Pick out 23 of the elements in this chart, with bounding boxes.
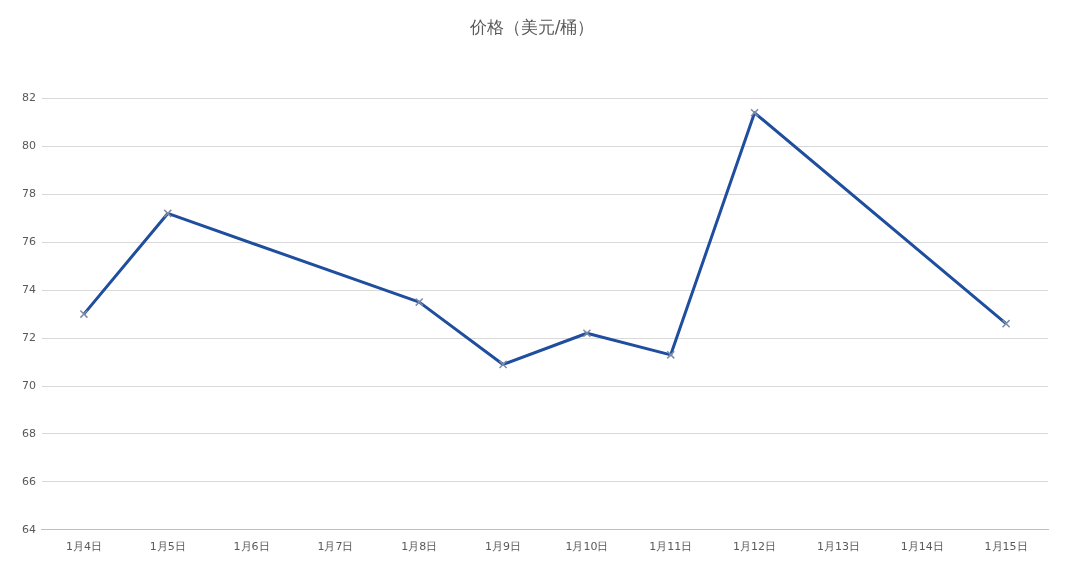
- x-tick-label: 1月11日: [649, 540, 693, 554]
- x-tick-label: 1月10日: [565, 540, 609, 554]
- y-tick-label: 80: [22, 139, 36, 153]
- y-tick-label: 74: [22, 282, 36, 296]
- x-tick-label: 1月9日: [485, 540, 522, 554]
- y-tick-label: 82: [22, 91, 36, 105]
- y-tick-label: 64: [22, 522, 36, 536]
- x-tick-label: 1月6日: [233, 540, 270, 554]
- x-tick-label: 1月13日: [816, 540, 860, 554]
- y-tick-label: 68: [22, 426, 36, 440]
- x-tick-label: 1月8日: [401, 540, 438, 554]
- chart-title: 价格（美元/桶）: [468, 16, 595, 37]
- x-tick-label: 1月15日: [984, 540, 1028, 554]
- y-tick-label: 72: [22, 330, 36, 344]
- x-tick-label: 1月5日: [149, 540, 186, 554]
- y-tick-label: 76: [22, 235, 36, 249]
- x-tick-label: 1月12日: [733, 540, 777, 554]
- x-tick-label: 1月14日: [900, 540, 944, 554]
- x-tick-label: 1月4日: [65, 540, 102, 554]
- y-tick-label: 66: [22, 474, 36, 488]
- y-tick-label: 78: [22, 187, 36, 201]
- x-tick-label: 1月7日: [317, 540, 354, 554]
- y-tick-label: 70: [22, 378, 36, 392]
